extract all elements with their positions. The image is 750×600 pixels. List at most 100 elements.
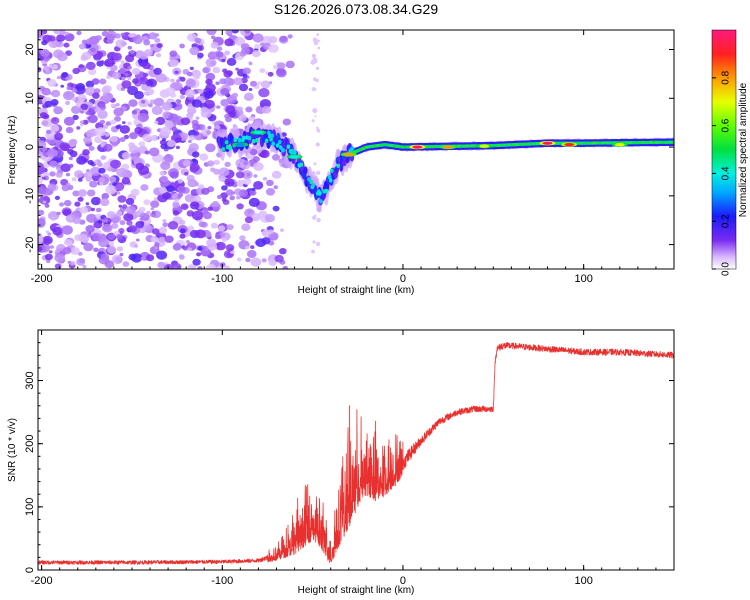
- noise-blob: [260, 80, 271, 89]
- noise-blob: [56, 76, 61, 80]
- noise-blob: [265, 188, 276, 196]
- noise-blob: [225, 189, 234, 196]
- ridge-inner: [270, 133, 275, 138]
- ridge-inner: [318, 191, 322, 196]
- noise-blob: [159, 170, 166, 176]
- noise-blob: [172, 115, 184, 126]
- noise-blob: [123, 213, 134, 222]
- noise-blob: [226, 78, 236, 86]
- noise-blob: [191, 99, 202, 108]
- noise-blob: [96, 200, 101, 204]
- noise-blob: [91, 78, 100, 85]
- x-tick-label: -200: [31, 273, 53, 285]
- noise-blob: [82, 119, 89, 125]
- noise-blob: [315, 78, 319, 83]
- noise-blob: [55, 165, 62, 171]
- noise-blob: [188, 147, 193, 152]
- noise-blob: [272, 205, 280, 212]
- y-tick-label: 20: [24, 43, 36, 55]
- noise-blob: [207, 126, 212, 130]
- noise-blob: [104, 132, 110, 137]
- noise-blob: [205, 263, 216, 269]
- noise-blob: [241, 223, 251, 231]
- ridge-inner: [311, 183, 316, 188]
- noise-blob: [316, 33, 320, 36]
- noise-blob: [63, 42, 70, 48]
- noise-blob: [172, 202, 180, 209]
- noise-blob: [156, 43, 163, 48]
- noise-blob: [226, 181, 231, 185]
- noise-blob: [105, 185, 117, 195]
- noise-blob: [122, 121, 126, 125]
- x-tick-label: 0: [400, 575, 406, 587]
- x-tick-label: 100: [574, 575, 592, 587]
- noise-blob: [221, 185, 228, 191]
- noise-blob: [53, 106, 63, 115]
- noise-blob: [248, 88, 253, 91]
- noise-blob: [195, 116, 200, 120]
- chart-title: S126.2026.073.08.34.G29: [274, 1, 438, 17]
- noise-blob: [125, 54, 135, 63]
- noise-blob: [253, 162, 264, 171]
- noise-blob: [113, 107, 124, 117]
- noise-blob: [220, 192, 229, 199]
- noise-blob: [123, 134, 130, 140]
- noise-blob: [251, 50, 261, 58]
- noise-blob: [115, 39, 126, 48]
- noise-blob: [150, 207, 155, 211]
- noise-blob: [252, 156, 260, 163]
- noise-blob: [127, 121, 132, 126]
- noise-blob: [211, 35, 216, 40]
- noise-blob: [52, 64, 58, 70]
- y-tick-label: -20: [24, 237, 36, 253]
- noise-blob: [119, 220, 126, 226]
- noise-blob: [77, 189, 87, 197]
- noise-blob: [38, 89, 42, 96]
- noise-blob: [172, 210, 180, 216]
- noise-blob: [102, 92, 114, 101]
- spectrogram-frame: [37, 29, 675, 270]
- noise-blob: [167, 139, 176, 148]
- noise-blob: [41, 146, 48, 152]
- noise-blob: [65, 100, 71, 106]
- noise-blob: [241, 47, 250, 55]
- ridge-inner: [286, 144, 291, 149]
- noise-blob: [179, 228, 186, 234]
- noise-blob: [55, 171, 63, 178]
- noise-blob: [238, 114, 247, 122]
- ridge-inner: [281, 148, 285, 153]
- noise-blob: [225, 244, 235, 252]
- ridge-inner: [328, 178, 333, 183]
- noise-blob: [110, 135, 118, 143]
- noise-blob: [223, 70, 232, 78]
- noise-blob: [242, 177, 252, 185]
- snr-plot-area: [38, 330, 674, 570]
- ridge-inner: [247, 135, 252, 141]
- noise-blob: [245, 257, 251, 263]
- noise-blob: [87, 114, 98, 124]
- y-tick-label: -10: [24, 188, 36, 204]
- noise-blob: [122, 261, 130, 267]
- noise-blob: [250, 245, 255, 250]
- noise-blob: [80, 103, 89, 111]
- ridge-inner: [264, 138, 269, 143]
- noise-blob: [206, 160, 215, 167]
- noise-blob: [197, 52, 204, 59]
- noise-blob: [79, 120, 84, 124]
- ridge-core: [303, 166, 308, 175]
- noise-blob: [142, 62, 151, 70]
- noise-blob: [107, 166, 113, 172]
- noise-blob: [97, 162, 103, 168]
- noise-blob: [131, 253, 143, 263]
- noise-blob: [216, 105, 221, 109]
- noise-blob: [105, 30, 117, 40]
- noise-blob: [110, 159, 121, 169]
- noise-blob: [88, 68, 97, 76]
- noise-blob: [248, 197, 260, 207]
- noise-blob: [179, 233, 186, 239]
- noise-blob: [140, 184, 149, 191]
- noise-blob: [107, 233, 116, 240]
- noise-blob: [163, 154, 174, 163]
